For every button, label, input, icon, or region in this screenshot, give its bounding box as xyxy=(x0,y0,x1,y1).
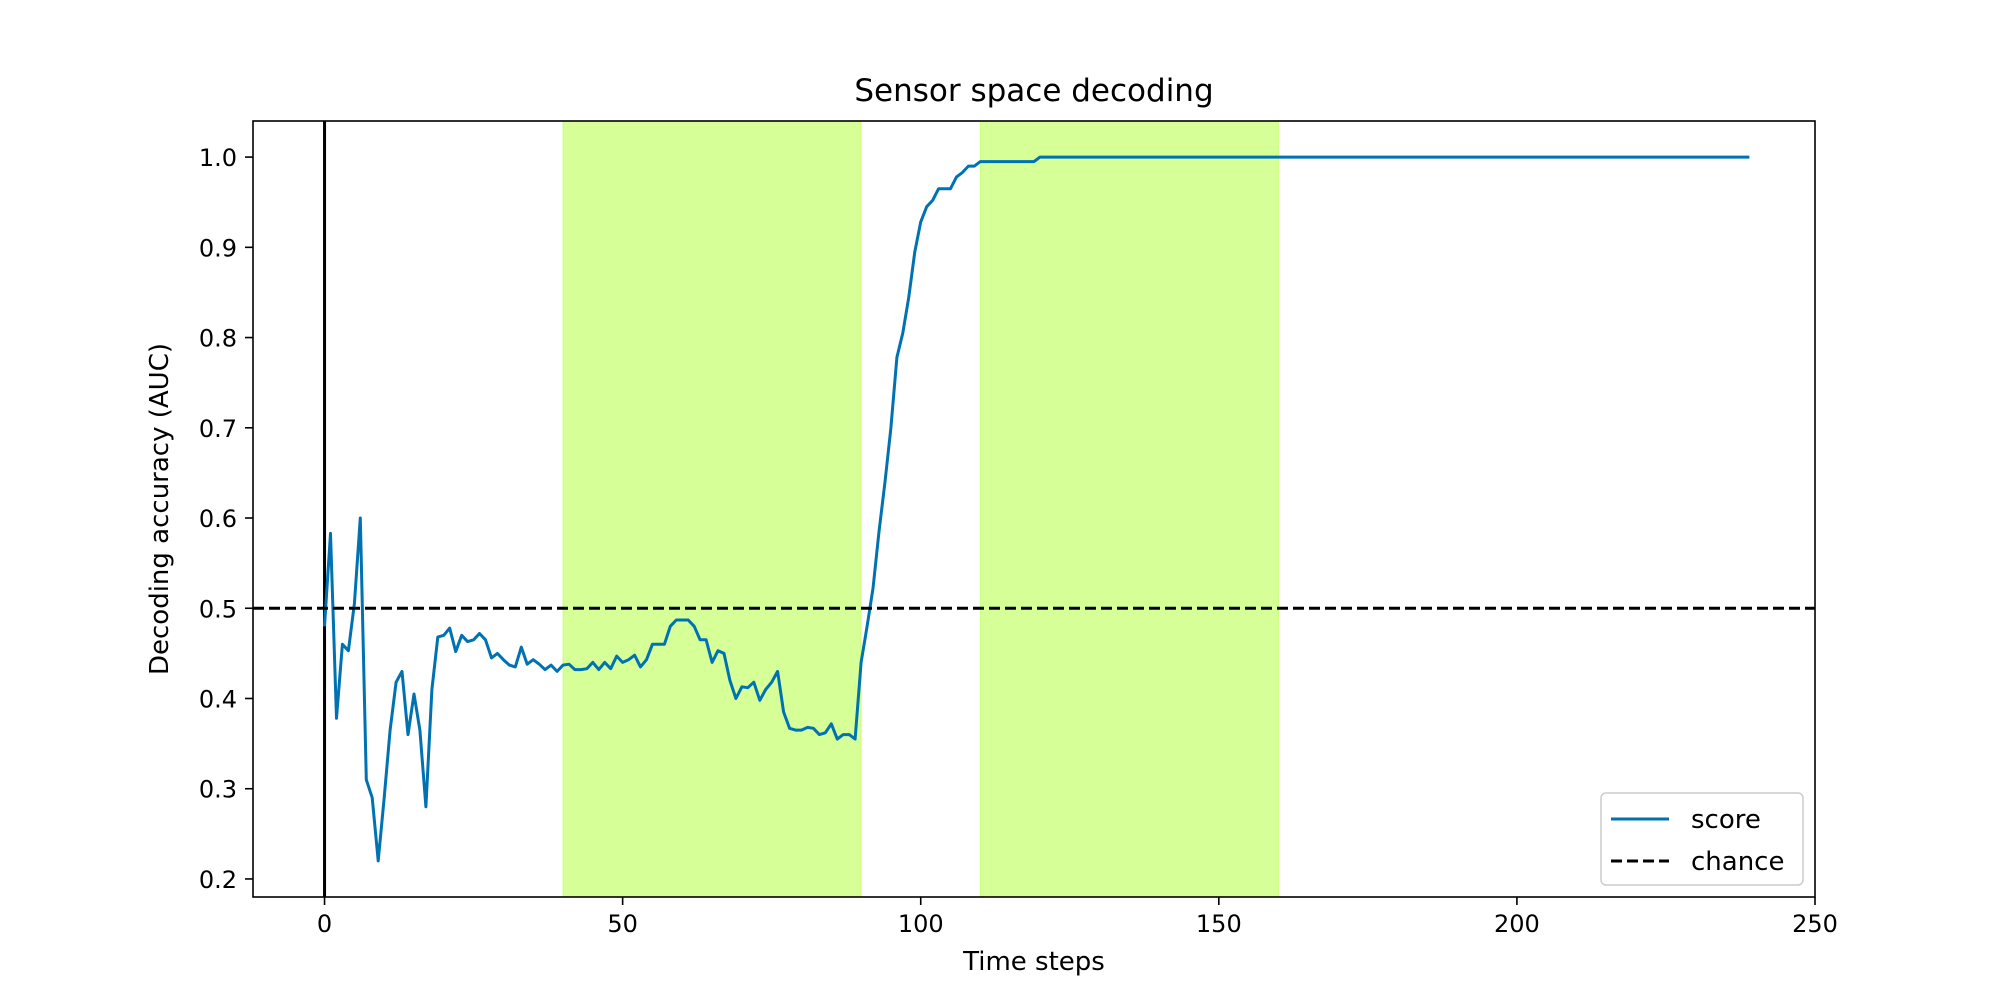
shaded-region-1 xyxy=(562,120,862,898)
y-tick-label: 0.2 xyxy=(199,866,237,894)
x-tick-label: 250 xyxy=(1792,910,1838,938)
chart-title: Sensor space decoding xyxy=(854,73,1213,109)
series-score-line xyxy=(323,155,1750,863)
x-tick-label: 100 xyxy=(898,910,944,938)
y-tick-label: 0.4 xyxy=(199,685,237,713)
x-tick-label: 0 xyxy=(317,910,332,938)
x-tick-label: 50 xyxy=(607,910,638,938)
legend: score chance xyxy=(1600,792,1804,886)
x-tick-label: 150 xyxy=(1196,910,1242,938)
y-tick-label: 1.0 xyxy=(199,144,237,172)
y-tick-label: 0.5 xyxy=(199,595,237,623)
x-axis-label: Time steps xyxy=(962,947,1105,977)
y-tick-label: 0.8 xyxy=(199,325,237,353)
y-tick-label: 0.9 xyxy=(199,234,237,262)
legend-score-label: score xyxy=(1691,805,1761,835)
y-axis-label: Decoding accuracy (AUC) xyxy=(145,343,175,675)
y-tick-label: 0.3 xyxy=(199,776,237,804)
shaded-regions xyxy=(562,120,1279,898)
y-tick-label: 0.6 xyxy=(199,505,237,533)
series-lines xyxy=(253,155,1815,863)
legend-chance-label: chance xyxy=(1691,847,1784,877)
y-tick-label: 0.7 xyxy=(199,415,237,443)
shaded-region-2 xyxy=(979,120,1279,898)
plot-frame xyxy=(252,120,1816,898)
x-tick-label: 200 xyxy=(1494,910,1540,938)
axis-ticks: 0 50 100 150 200 250 0.2 0.3 0.4 0.5 0.6 0.7 0.8 0.9 1… xyxy=(199,144,1838,938)
